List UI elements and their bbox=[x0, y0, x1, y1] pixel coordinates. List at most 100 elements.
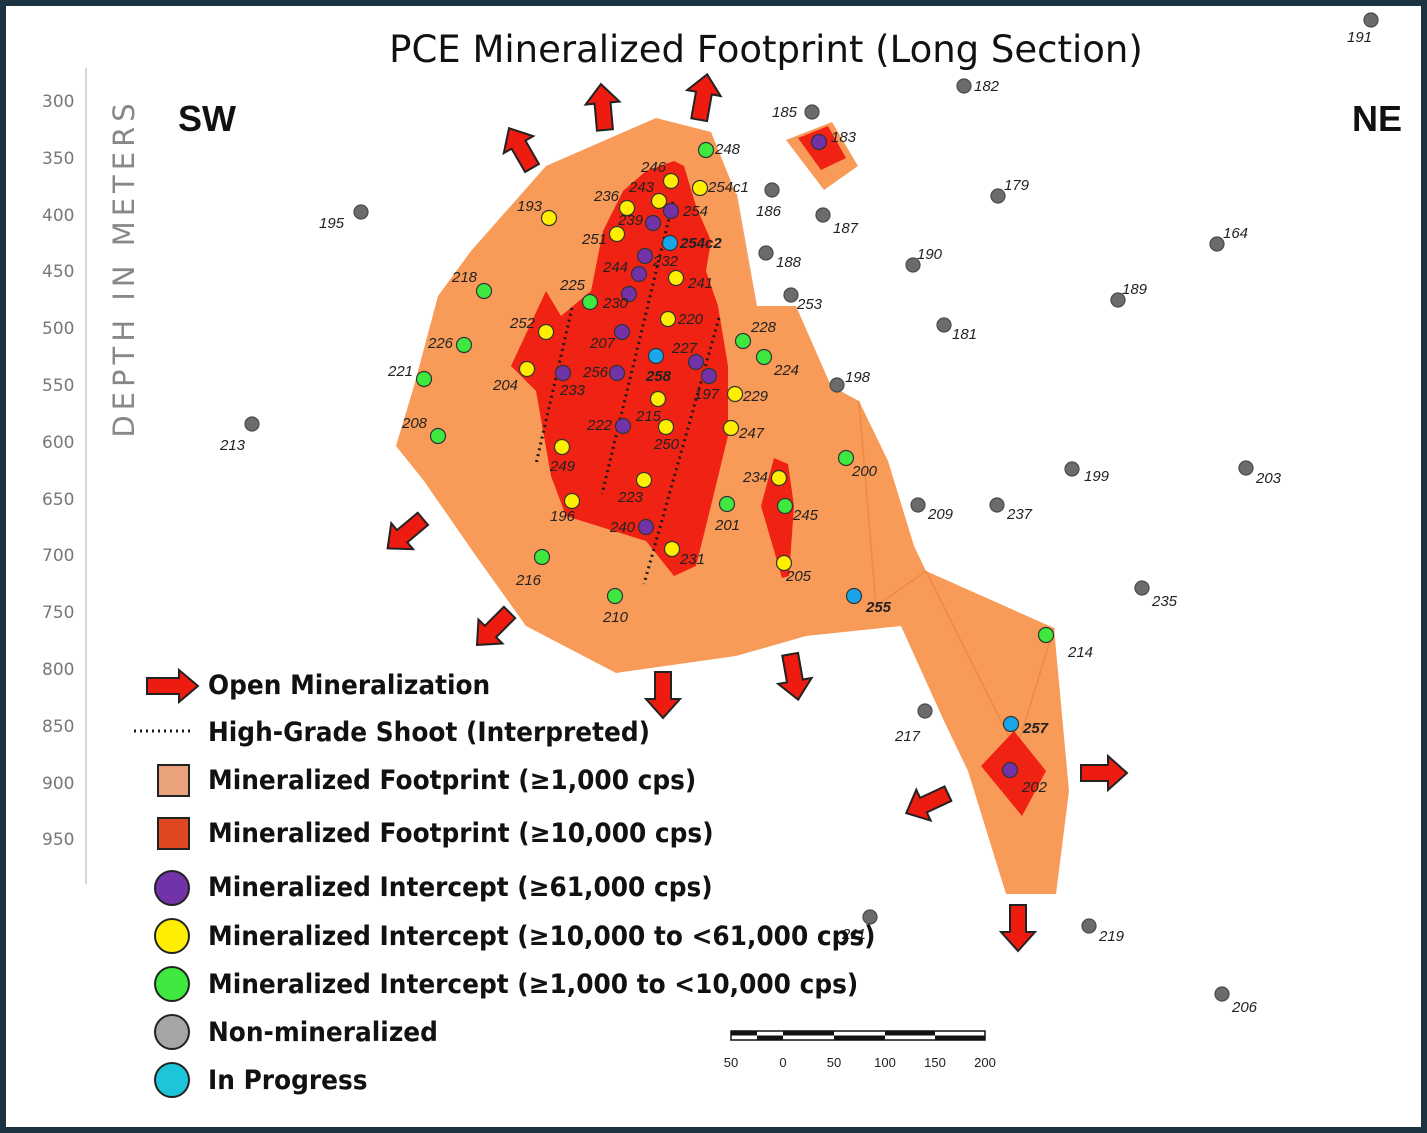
drill-hole-252: 252 bbox=[509, 315, 555, 341]
drill-hole-marker-icon bbox=[608, 364, 626, 382]
footprint-high-east bbox=[761, 458, 794, 578]
drill-hole-254: 254 bbox=[662, 202, 708, 220]
legend-intercept-high: Mineralized Intercept (≥61,000 cps) bbox=[208, 872, 713, 903]
drill-hole-label: 248 bbox=[714, 141, 741, 158]
drill-hole-label: 211 bbox=[841, 926, 866, 943]
scale-bar-label: 50 bbox=[826, 1055, 842, 1070]
drill-hole-229: 229 bbox=[726, 385, 769, 405]
drill-hole-190: 190 bbox=[905, 246, 943, 273]
legend-symbols bbox=[134, 667, 200, 1098]
high-grade-shoots bbox=[534, 201, 721, 585]
drill-hole-marker-icon bbox=[810, 133, 828, 151]
depth-tick-label: 500 bbox=[42, 319, 75, 340]
drill-hole-label: 231 bbox=[679, 551, 705, 568]
scale-bar-label: 200 bbox=[974, 1055, 996, 1070]
drill-hole-label: 218 bbox=[451, 269, 478, 286]
drill-hole-label: 189 bbox=[1122, 281, 1148, 298]
drill-hole-marker-icon bbox=[667, 269, 685, 287]
drill-hole-label: 258 bbox=[645, 368, 672, 385]
drill-hole-206: 206 bbox=[1214, 986, 1258, 1016]
drill-hole-marker-icon bbox=[518, 360, 536, 378]
open-mineralization-arrow-icon bbox=[583, 82, 622, 132]
drill-hole-191: 191 bbox=[1347, 12, 1379, 46]
drill-hole-246: 246 bbox=[640, 159, 680, 190]
drill-hole-217: 217 bbox=[894, 703, 933, 745]
drill-hole-label: 256 bbox=[582, 364, 609, 381]
drill-hole-marker-icon bbox=[1238, 460, 1254, 476]
open-mineralization-arrow-icon bbox=[502, 126, 541, 174]
drill-hole-199: 199 bbox=[1064, 461, 1110, 485]
drill-hole-label: 254c2 bbox=[679, 235, 722, 252]
drill-hole-label: 201 bbox=[714, 517, 740, 534]
drill-hole-209: 209 bbox=[910, 497, 954, 523]
drill-hole-marker-icon bbox=[837, 449, 855, 467]
drill-hole-label: 220 bbox=[677, 311, 704, 328]
depth-tick-label: 600 bbox=[42, 432, 75, 453]
drill-hole-marker-icon bbox=[540, 209, 558, 227]
drill-hole-198: 198 bbox=[829, 369, 871, 393]
open-mineralization-arrow-icon bbox=[684, 72, 723, 123]
open-mineralization-arrow-icon bbox=[998, 904, 1038, 953]
drill-hole-label: 179 bbox=[1004, 177, 1030, 194]
drill-hole-marker-icon bbox=[815, 207, 831, 223]
drill-hole-202: 202 bbox=[1001, 761, 1048, 796]
depth-tick-label: 300 bbox=[42, 92, 75, 112]
open-mineralization-arrows bbox=[386, 72, 1129, 953]
drill-hole-label: 206 bbox=[1231, 999, 1258, 1016]
drill-hole-232: 232 bbox=[636, 247, 679, 270]
legend-arrow-icon bbox=[146, 667, 200, 705]
drill-hole-248: 248 bbox=[697, 141, 741, 159]
drill-hole-label: 243 bbox=[628, 179, 655, 196]
drill-hole-label: 235 bbox=[1151, 593, 1178, 610]
drill-hole-label: 195 bbox=[319, 215, 345, 232]
drill-hole-179: 179 bbox=[990, 177, 1030, 204]
drill-hole-marker-icon bbox=[1002, 715, 1020, 733]
drill-hole-label: 234 bbox=[742, 469, 768, 486]
drill-hole-237: 237 bbox=[989, 497, 1033, 523]
drill-holes: 191 182 185 183 248 246 243 254c1 236 254 239 193 25… bbox=[219, 12, 1379, 1016]
drill-hole-label: 226 bbox=[427, 335, 454, 352]
depth-tick-label: 900 bbox=[42, 773, 75, 794]
drill-hole-label: 213 bbox=[219, 437, 246, 454]
drill-hole-label: 200 bbox=[851, 463, 878, 480]
legend-none-icon bbox=[154, 1014, 190, 1050]
legend-high-grade-shoot: High-Grade Shoot (Interpreted) bbox=[208, 717, 650, 748]
drill-hole-marker-icon bbox=[956, 78, 972, 94]
drill-hole-label: 233 bbox=[559, 382, 586, 399]
legend-high-icon bbox=[154, 870, 190, 906]
drill-hole-224: 224 bbox=[755, 348, 799, 379]
drill-hole-label: 183 bbox=[831, 129, 857, 146]
drill-hole-label: 164 bbox=[1223, 225, 1248, 242]
drill-hole-204: 204 bbox=[492, 360, 536, 394]
drill-hole-label: 196 bbox=[550, 508, 576, 525]
drill-hole-marker-icon bbox=[722, 419, 740, 437]
drill-hole-label: 223 bbox=[617, 489, 644, 506]
footprint-fold-line bbox=[858, 400, 927, 608]
depth-tick-label: 550 bbox=[42, 376, 75, 396]
drill-hole-marker-icon bbox=[990, 188, 1006, 204]
drill-hole-marker-icon bbox=[415, 370, 433, 388]
drill-hole-244: 244 bbox=[602, 259, 648, 283]
open-mineralization-arrow-icon bbox=[475, 605, 517, 647]
legend-intercept-mid: Mineralized Intercept (≥10,000 to <61,00… bbox=[208, 921, 876, 952]
drill-hole-228: 228 bbox=[734, 319, 777, 350]
drill-hole-251: 251 bbox=[581, 225, 626, 248]
drill-hole-205: 205 bbox=[775, 554, 812, 585]
drill-hole-label: 230 bbox=[602, 295, 629, 312]
drill-hole-label: 255 bbox=[865, 599, 892, 616]
drill-hole-label: 187 bbox=[833, 220, 859, 237]
drill-hole-218: 218 bbox=[451, 269, 493, 300]
legend-footprint-high-icon bbox=[157, 817, 190, 850]
drill-hole-258: 258 bbox=[645, 347, 672, 385]
drill-hole-marker-icon bbox=[1214, 986, 1230, 1002]
drill-hole-marker-icon bbox=[726, 385, 744, 403]
drill-hole-marker-icon bbox=[429, 427, 447, 445]
drill-hole-marker-icon bbox=[657, 418, 675, 436]
drill-hole-207: 207 bbox=[589, 323, 631, 352]
footprint-fold-line bbox=[735, 193, 757, 307]
depth-tick-label: 950 bbox=[42, 830, 75, 851]
drill-hole-230: 230 bbox=[602, 285, 638, 312]
depth-tick-label: 800 bbox=[42, 660, 75, 680]
drill-hole-label: 181 bbox=[952, 326, 977, 343]
drill-hole-label: 237 bbox=[1006, 506, 1033, 523]
